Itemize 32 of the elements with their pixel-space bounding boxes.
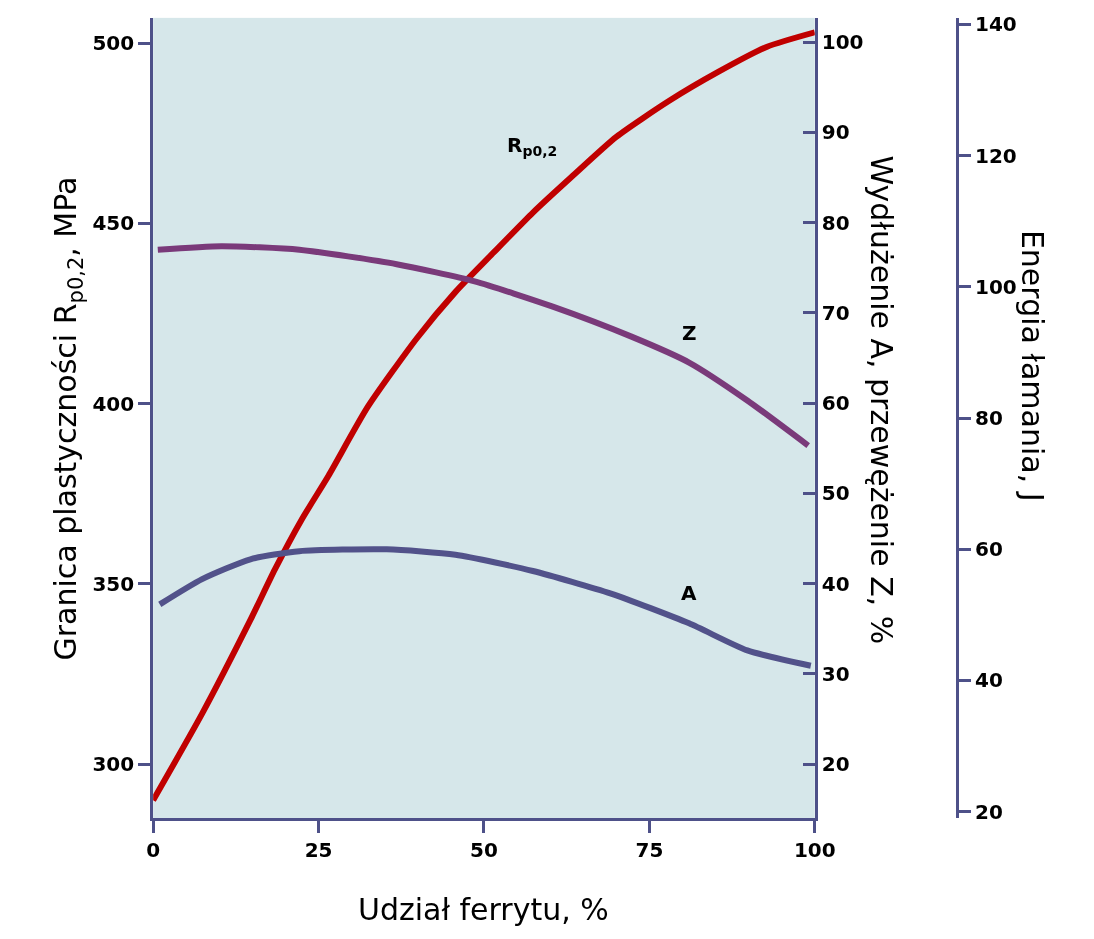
series-label: A [681,581,697,605]
y2-tick-label: 60 [821,391,850,416]
y-tick-label: 450 [92,211,135,236]
y2-tick-label: 20 [821,752,850,777]
y3-tick-label: 100 [975,274,1017,299]
y2-tick-label: 80 [821,210,850,235]
y3-tick-label: 60 [975,537,1003,562]
y-tick-label: 400 [92,391,135,416]
y2-tick-label: 40 [821,571,850,596]
x-tick-label: 75 [635,838,664,863]
series-label: R$_{p0,2}$ [507,133,558,160]
y3-axis-title: Energia łamania, J [1015,229,1051,502]
y2-tick-label: 30 [821,661,850,686]
y2-tick-label: 50 [821,481,850,506]
y2-tick-label: 100 [821,30,864,55]
x-axis-title: Udział ferrytu, % [358,892,609,927]
y2-axis-title: Wydłużenie A, przewężenie Z, % [864,155,900,645]
x-tick-label: 25 [304,838,333,863]
y2-tick-label: 90 [821,120,850,145]
x-tick-label: 50 [470,838,498,863]
y3-tick-label: 40 [975,668,1003,693]
y3-tick-label: 140 [975,12,1017,37]
y3-tick-label: 80 [975,406,1003,431]
x-tick-label: 100 [793,838,836,863]
y-tick-label: 350 [92,571,135,596]
y2-tick-label: 70 [821,300,850,325]
y-tick-label: 500 [92,31,135,56]
y3-tick-label: 120 [975,143,1017,168]
series-label: Z [682,321,697,345]
x-tick-label: 0 [146,838,161,863]
y3-tick-label: 20 [975,799,1003,824]
y-tick-label: 300 [92,752,135,777]
